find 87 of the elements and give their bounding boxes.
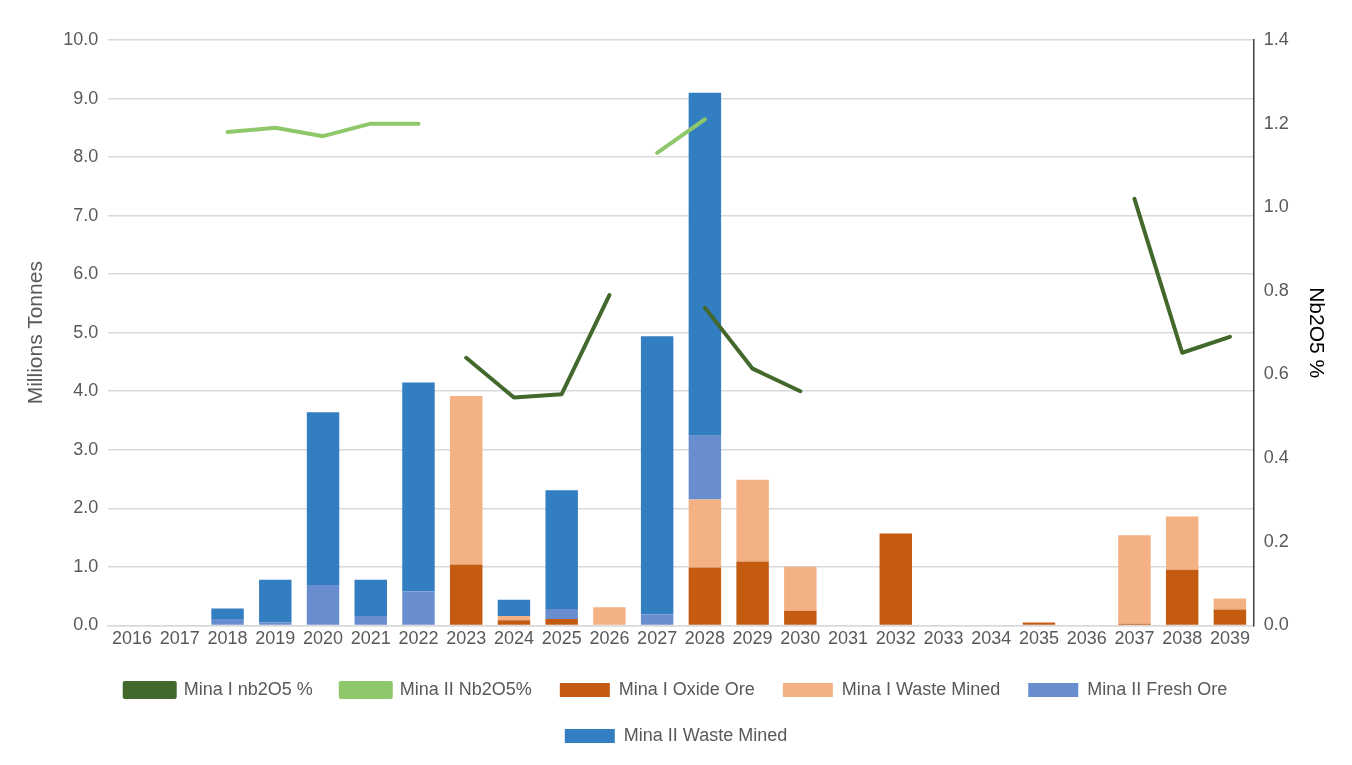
bar [306,585,340,625]
y2-tick-label: 1.4 [1263,28,1289,49]
x-tick-label: 2022 [398,628,439,649]
x-tick-label: 2035 [1018,628,1060,649]
y-axis-title: Millions Tonnes [23,261,47,405]
legend-label: Mina I Waste Mined [841,678,1001,699]
bar [1213,598,1247,610]
bar [784,610,817,625]
y-tick-label: 8.0 [73,146,99,167]
x-tick-label: 2026 [589,628,630,649]
x-tick-label: 2024 [493,628,534,649]
x-tick-label: 2031 [828,628,869,649]
x-tick-label: 2018 [207,628,248,649]
y2-tick-label: 0.8 [1263,279,1289,300]
bar [211,618,244,625]
bar [354,616,387,625]
x-tick-label: 2033 [923,628,964,649]
y2-axis-title: Nb2O5 % [1305,287,1329,379]
y-tick-label: 3.0 [73,438,99,459]
bar [688,92,722,436]
x-tick-label: 2028 [684,628,725,649]
y-tick-label: 0.0 [73,614,99,635]
bar [306,412,340,586]
x-tick-label: 2030 [780,628,821,649]
bar [497,616,531,621]
legend-label: Mina I Oxide Ore [618,678,755,699]
x-tick-label: 2037 [1114,628,1155,649]
x-tick-label: 2019 [255,628,296,649]
bar [1022,622,1056,625]
x-tick-label: 2029 [732,628,773,649]
bar [688,435,722,500]
bar [449,395,483,565]
y2-tick-label: 0.4 [1263,447,1289,468]
x-tick-label: 2036 [1066,628,1107,649]
y-tick-label: 2.0 [73,497,99,518]
bar [879,533,913,625]
bar [545,490,578,610]
legend-label: Mina II Nb2O5% [399,678,532,699]
x-tick-label: 2023 [446,628,487,649]
y-tick-label: 4.0 [73,380,99,401]
y2-tick-label: 0.2 [1263,530,1289,551]
y2-tick-label: 1.2 [1263,112,1289,133]
bar [736,479,769,562]
y2-tick-label: 0.6 [1263,363,1289,384]
x-tick-label: 2039 [1209,628,1250,649]
bar [402,382,435,592]
bar [497,599,531,617]
bar [1165,569,1199,625]
legend-label: Mina II Waste Mined [623,724,788,745]
bar [211,608,244,619]
bar [545,618,578,625]
bar [1165,516,1199,570]
bar [259,579,292,623]
bar [640,336,674,615]
x-tick-label: 2034 [971,628,1012,649]
x-tick-label: 2027 [637,628,678,649]
x-tick-label: 2032 [875,628,916,649]
x-tick-label: 2016 [112,628,153,649]
bar [545,609,578,619]
bar [640,614,674,625]
bar [354,579,387,617]
bar [497,620,531,625]
x-tick-label: 2038 [1162,628,1203,649]
legend-label: Mina I nb2O5 % [183,678,313,699]
bar [402,591,435,625]
bar [784,566,817,611]
y-tick-label: 9.0 [73,87,99,108]
y-tick-label: 7.0 [73,204,99,225]
bar [593,607,626,625]
x-tick-label: 2020 [303,628,344,649]
y-tick-label: 6.0 [73,263,99,284]
bar [1213,609,1247,625]
x-tick-label: 2017 [159,628,200,649]
bar [449,564,483,625]
y2-tick-label: 1.0 [1263,196,1289,217]
bar [688,567,722,625]
bar [736,561,769,625]
bar [688,499,722,568]
y-tick-label: 10.0 [63,28,99,49]
bar [1118,535,1151,624]
y-tick-label: 1.0 [73,555,99,576]
legend-label: Mina II Fresh Ore [1087,678,1228,699]
x-tick-label: 2021 [350,628,391,649]
y2-tick-label: 0.0 [1263,614,1289,635]
y-tick-label: 5.0 [73,321,99,342]
x-tick-label: 2025 [541,628,582,649]
bar [259,622,292,625]
